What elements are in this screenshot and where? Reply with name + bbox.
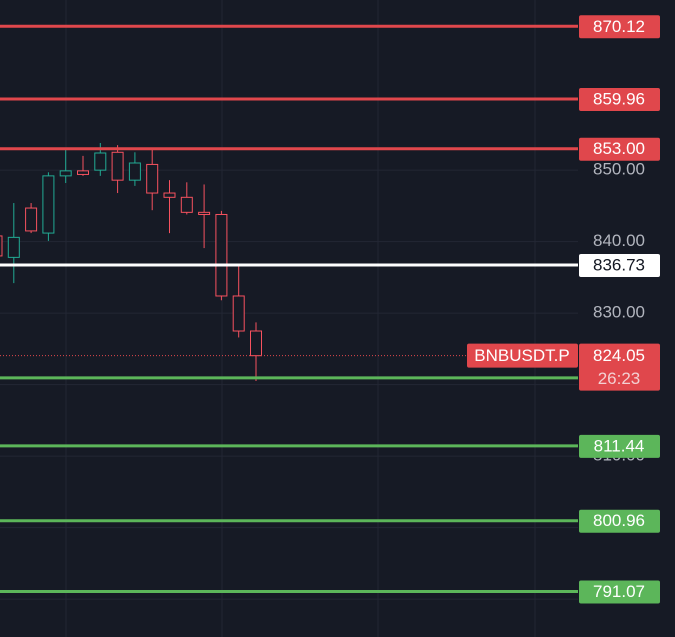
candle-body xyxy=(232,295,245,332)
level-label-box xyxy=(579,137,660,161)
level-label-box xyxy=(579,434,660,458)
symbol-label: BNBUSDT.P xyxy=(474,346,569,365)
candle-body xyxy=(77,170,89,175)
level-label-box xyxy=(579,87,660,111)
candle-body xyxy=(42,175,55,234)
level-label-box xyxy=(579,254,660,278)
candle-body xyxy=(180,196,193,213)
candle-body xyxy=(163,192,176,198)
candle-body xyxy=(59,170,72,177)
time-grid xyxy=(65,0,536,637)
candle-body xyxy=(250,330,262,357)
level-label: 853.00 xyxy=(593,139,645,158)
last-price-label: 824.05 xyxy=(593,346,645,365)
y-tick-label: 840.00 xyxy=(593,231,645,250)
level-label-box xyxy=(579,509,660,533)
level-label: 836.73 xyxy=(593,256,645,275)
level-label-box xyxy=(579,580,660,604)
candle-body xyxy=(111,151,124,181)
countdown-label: 26:23 xyxy=(598,369,641,388)
candle-body xyxy=(146,163,159,194)
candle-body xyxy=(7,236,20,258)
y-tick-label: 830.00 xyxy=(593,303,645,322)
symbol-box xyxy=(467,343,578,368)
level-label: 800.96 xyxy=(593,511,645,530)
level-label: 791.07 xyxy=(593,582,645,601)
y-tick-label: 850.00 xyxy=(593,160,645,179)
candle-body xyxy=(25,207,38,232)
candle-body xyxy=(0,235,3,257)
last-price-box xyxy=(579,343,660,391)
candle-body xyxy=(94,152,107,171)
level-label: 870.12 xyxy=(593,17,645,36)
candle-body xyxy=(128,162,141,181)
level-label-box xyxy=(579,15,660,39)
candle-body xyxy=(215,213,228,297)
level-label: 811.44 xyxy=(594,436,645,455)
candle-body xyxy=(198,211,211,215)
level-label: 859.96 xyxy=(593,89,645,108)
